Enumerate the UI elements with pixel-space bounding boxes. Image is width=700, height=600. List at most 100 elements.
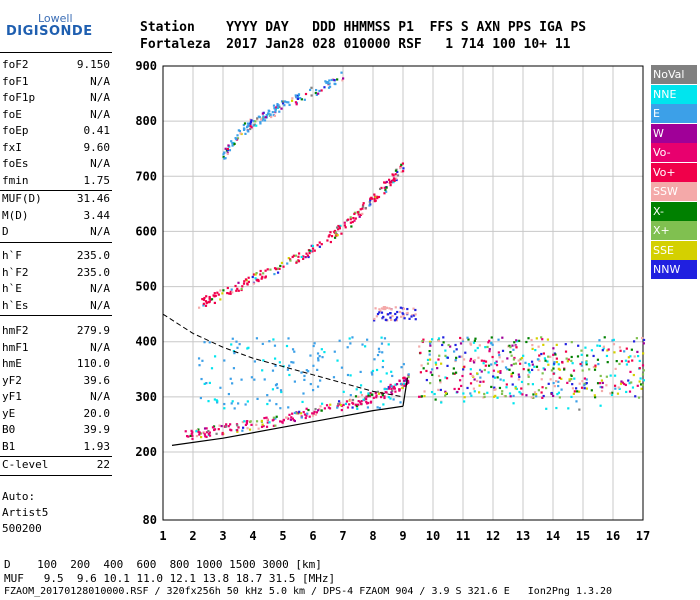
trace-point — [402, 382, 406, 385]
echo-point — [348, 337, 351, 340]
trace-point — [231, 142, 234, 145]
trace-point — [249, 123, 252, 126]
param-fof1: foF1 N/A — [2, 75, 110, 88]
spread-point — [597, 362, 600, 366]
trace-point — [328, 234, 331, 237]
trace-point — [306, 412, 309, 415]
trace-point — [264, 269, 267, 272]
echo-point — [292, 361, 295, 364]
trace-point — [246, 283, 249, 286]
trace-point — [222, 289, 225, 292]
spread-point — [603, 336, 606, 339]
param-value: N/A — [90, 107, 110, 121]
param-label: B1 — [2, 439, 16, 453]
trace-point — [474, 349, 477, 352]
param-label: fxI — [2, 140, 22, 154]
trace-point — [290, 416, 293, 419]
spread-point — [439, 388, 442, 392]
upper-echo-point — [374, 307, 377, 310]
trace-point — [360, 402, 363, 406]
echo-point — [227, 392, 230, 396]
trace-point — [513, 356, 516, 360]
param-value: 0.41 — [83, 124, 111, 137]
trace-point — [190, 429, 193, 432]
trace-point — [365, 395, 368, 398]
trace-point — [460, 355, 463, 358]
spread-point — [487, 341, 490, 344]
trace-point — [279, 264, 282, 268]
trace-point — [240, 287, 243, 291]
spread-point — [570, 355, 573, 359]
trace-point — [208, 431, 211, 434]
spread-point — [483, 395, 486, 398]
trace-point — [311, 250, 314, 253]
echo-point — [286, 368, 289, 371]
param-value: 235.0 — [76, 249, 110, 262]
upper-echo-point — [378, 311, 381, 314]
trace-point — [351, 406, 354, 409]
trace-point — [287, 257, 290, 260]
trace-point — [320, 409, 323, 412]
spread-point — [461, 374, 464, 378]
trace-point — [394, 383, 397, 386]
spread-point — [429, 344, 432, 347]
trace-point — [383, 192, 386, 195]
spread-point — [557, 384, 560, 388]
trace-point — [290, 99, 294, 102]
trace-point — [262, 424, 265, 428]
trace-point — [237, 281, 240, 284]
spread-point — [476, 379, 479, 383]
param-label: yE — [2, 406, 16, 420]
trace-point — [197, 430, 200, 434]
spread-point — [499, 370, 502, 373]
spread-point — [476, 372, 479, 375]
spread-point — [532, 396, 535, 399]
upper-echo-point — [385, 306, 389, 309]
param-hmf2: hmF2 279.9 — [2, 324, 110, 337]
plot-frame — [162, 65, 644, 521]
trace-point — [359, 213, 363, 216]
spread-point — [579, 362, 582, 366]
echo-point — [349, 342, 352, 345]
trace-point — [262, 117, 265, 121]
param-label: D — [2, 225, 9, 238]
echo-point — [312, 344, 315, 348]
echo-point — [216, 400, 219, 403]
spread-point — [555, 343, 558, 346]
spread-point — [510, 354, 513, 357]
param-value: 235.0 — [76, 265, 110, 279]
spread-point — [525, 394, 528, 397]
trace-point — [252, 282, 255, 285]
trace-point — [207, 429, 210, 433]
echo-point — [231, 337, 234, 340]
echo-point — [390, 385, 393, 388]
trace-point — [311, 247, 315, 250]
echo-point — [253, 378, 256, 381]
echo-point — [237, 402, 240, 405]
spread-point — [447, 343, 450, 347]
trace-point — [392, 385, 396, 388]
spread-point — [492, 395, 496, 398]
trace-point — [202, 304, 205, 307]
x-tick-label: 17 — [636, 529, 650, 543]
spread-point — [570, 378, 573, 381]
trace-point — [629, 355, 632, 358]
trace-point — [637, 354, 640, 358]
spread-point — [469, 343, 473, 346]
echo-point — [309, 354, 312, 357]
upper-echo-point — [376, 312, 380, 316]
spread-point — [437, 388, 440, 392]
spread-point — [546, 338, 550, 341]
spread-point — [552, 381, 555, 385]
trace-point — [269, 268, 272, 271]
trace-point — [296, 96, 299, 99]
trace-point — [342, 403, 345, 407]
trace-point — [236, 429, 239, 432]
echo-point — [268, 340, 271, 343]
spread-point — [586, 354, 589, 357]
spread-point — [477, 356, 480, 359]
spread-point — [590, 349, 593, 352]
spread-point — [490, 336, 493, 339]
param-label: foE — [2, 107, 22, 121]
echo-point — [381, 351, 384, 354]
